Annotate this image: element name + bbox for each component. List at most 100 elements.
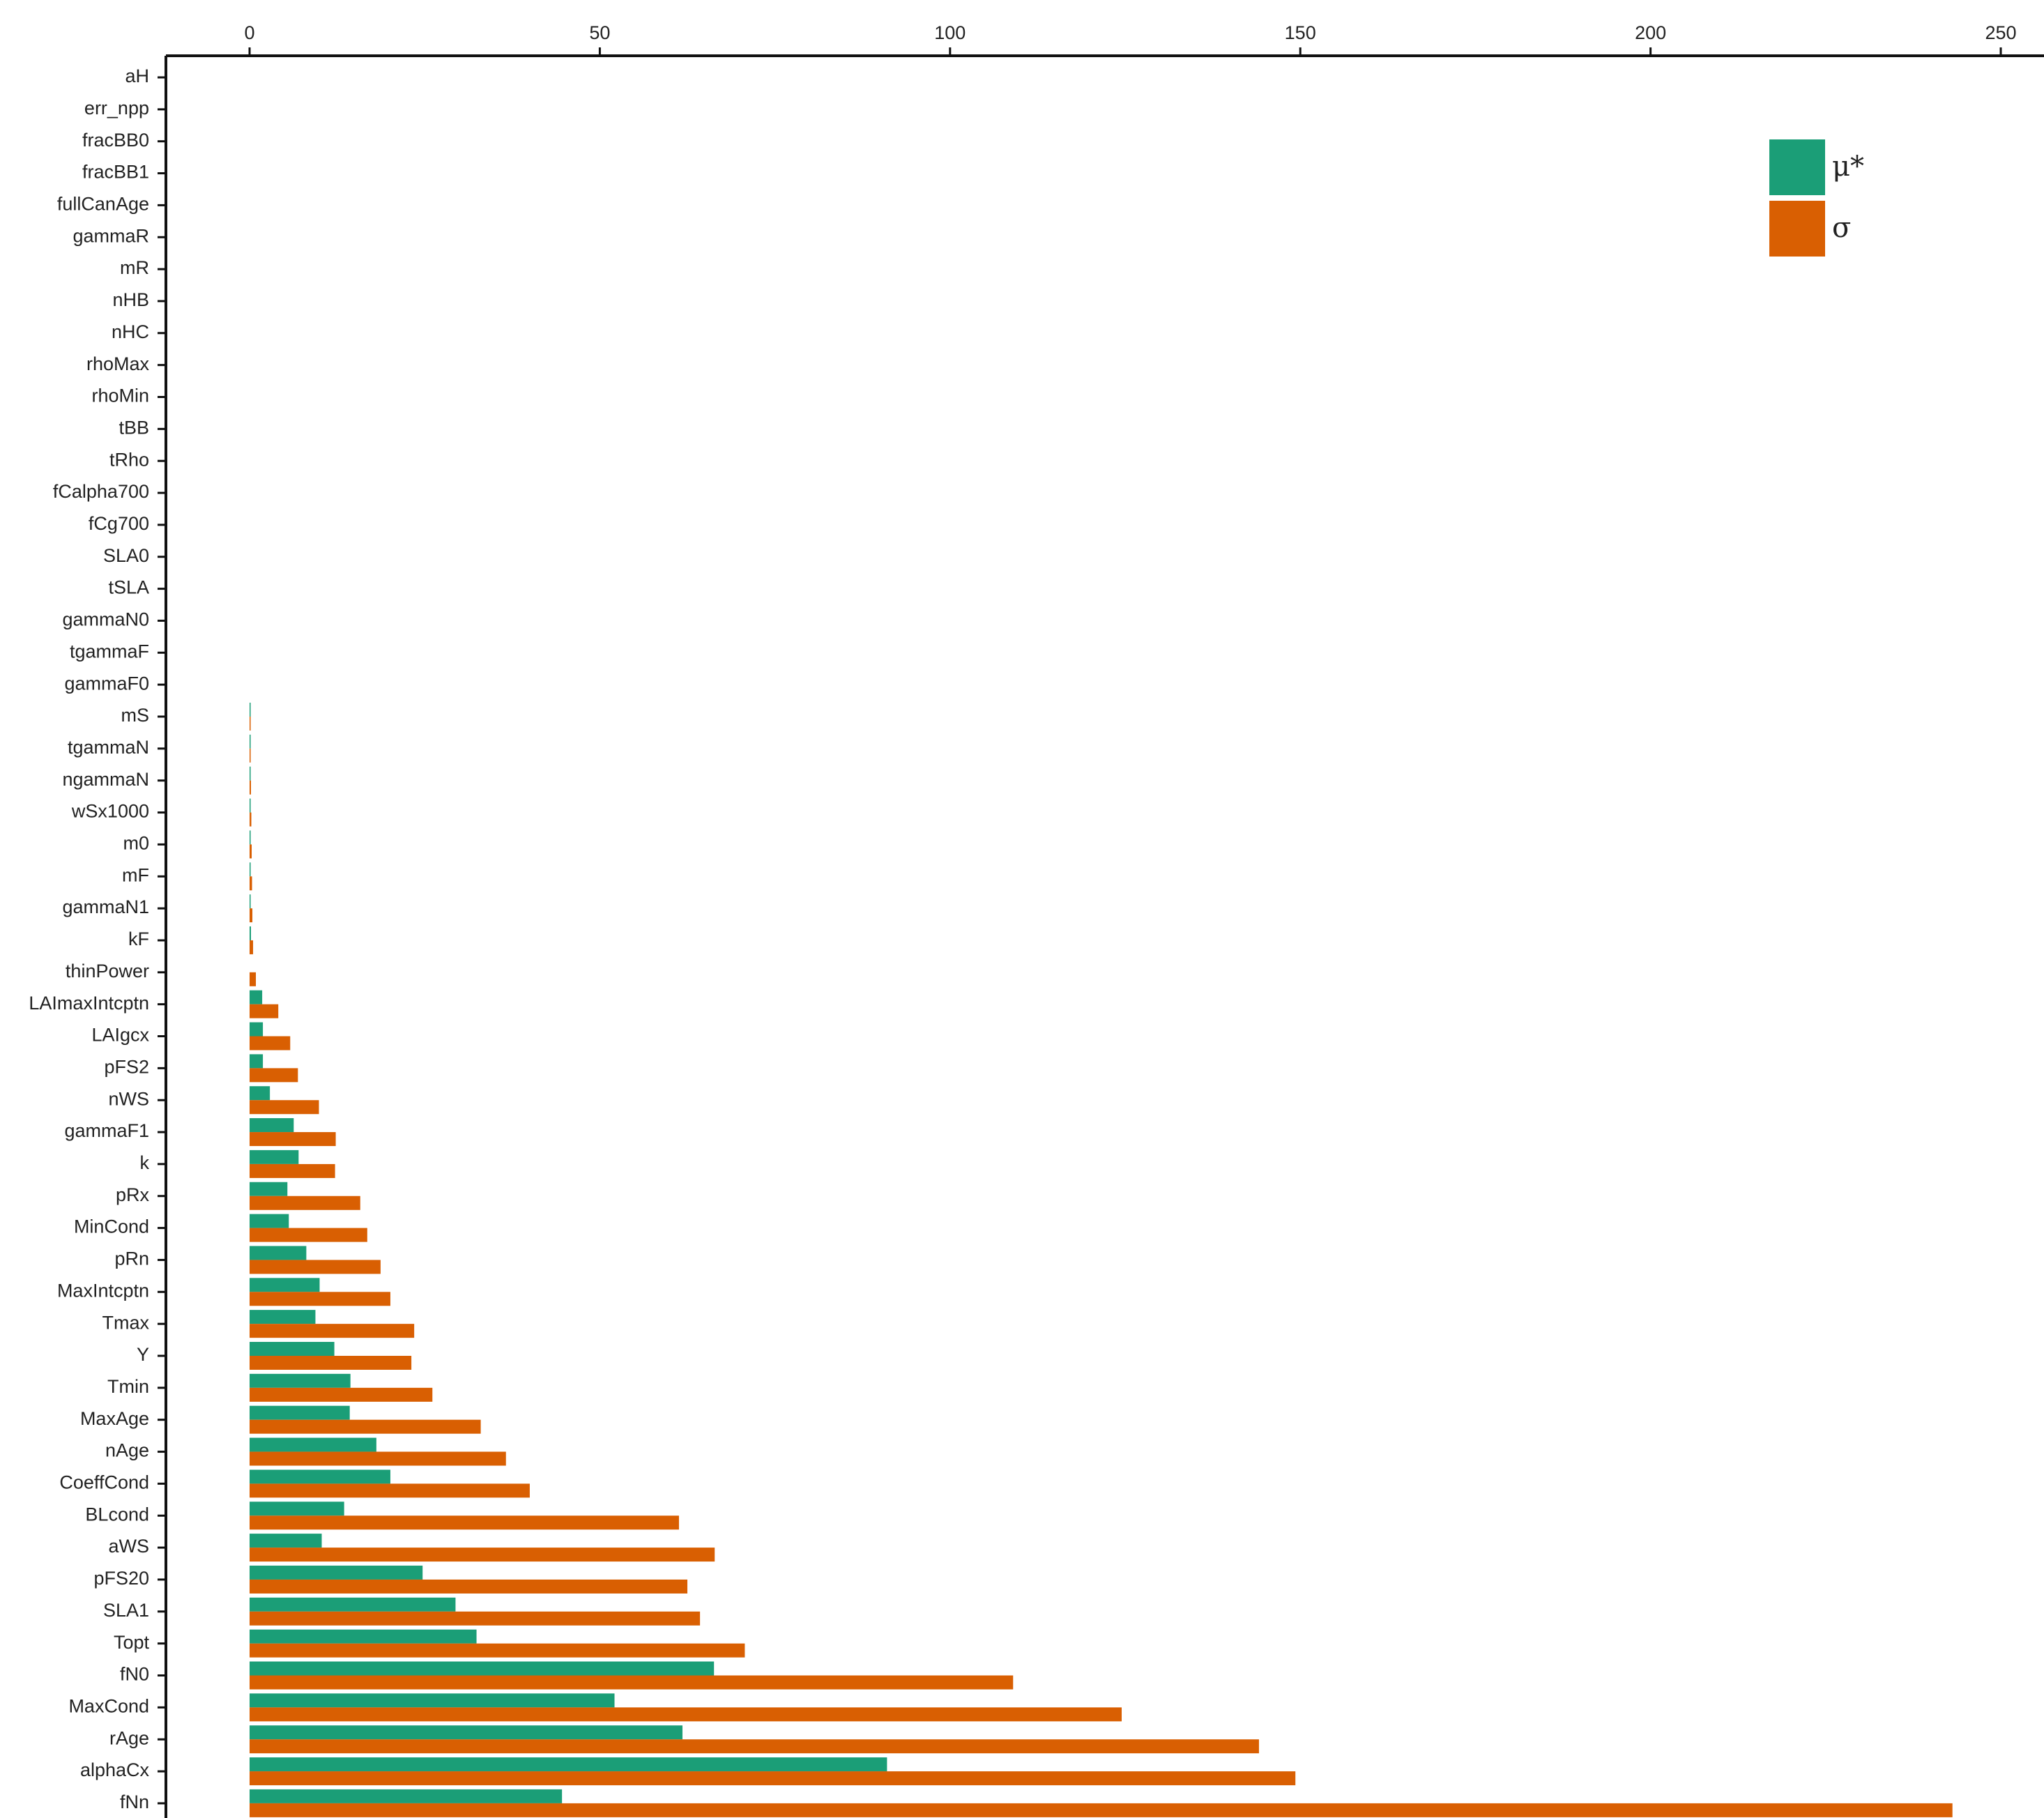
bar-mu-star <box>250 1661 715 1676</box>
bar-sigma <box>250 1451 506 1466</box>
category-label: gammaF0 <box>64 673 149 694</box>
bar-mu-star <box>250 1149 299 1164</box>
bar-sigma <box>250 972 257 986</box>
category-label: rhoMax <box>86 353 150 374</box>
bar-mu-star <box>250 990 263 1005</box>
bar-mu-star <box>250 734 251 749</box>
bar-mu-star <box>250 766 251 781</box>
category-label: ngammaN <box>62 769 149 790</box>
bar-mu-star <box>250 1565 423 1580</box>
bar-sigma <box>250 1356 412 1370</box>
category-label: pFS20 <box>93 1568 149 1589</box>
category-label: fullCanAge <box>57 194 149 215</box>
bar-sigma <box>250 1739 1259 1754</box>
category-label: nHC <box>112 321 149 342</box>
bar-sigma <box>250 1771 1296 1786</box>
legend: μ* σ <box>1769 139 1864 257</box>
bar-mu-star <box>250 1502 344 1516</box>
bar-mu-star <box>250 703 251 717</box>
category-label: fracBB0 <box>82 130 149 151</box>
bar-mu-star <box>250 894 251 909</box>
bar-sigma <box>250 1483 530 1498</box>
x-tick-label: 150 <box>1285 22 1316 43</box>
category-label: nHB <box>112 289 149 310</box>
bar-sigma <box>250 1675 1014 1690</box>
bar-sigma <box>250 908 253 923</box>
category-label: aH <box>125 66 149 86</box>
category-label: gammaN0 <box>62 609 149 630</box>
bar-mu-star <box>250 1405 350 1420</box>
bar-sigma <box>250 1324 415 1338</box>
category-label: SLA0 <box>103 545 149 566</box>
bar-sigma <box>250 1707 1122 1722</box>
bar-mu-star <box>250 1246 307 1260</box>
legend-label: μ* <box>1832 151 1864 183</box>
bar-sigma <box>250 844 252 859</box>
category-label: tgammaN <box>68 737 149 758</box>
category-label: LAImaxIntcptn <box>29 993 149 1014</box>
category-label: tSLA <box>108 577 149 598</box>
bar-sigma <box>250 780 252 795</box>
category-label: tgammaF <box>70 641 149 662</box>
bar-mu-star <box>250 1310 316 1324</box>
bar-mu-star <box>250 1693 615 1708</box>
bar-mu-star <box>250 1342 335 1356</box>
bar-mu-star <box>250 926 252 940</box>
category-label: k <box>140 1152 150 1173</box>
category-label: fN0 <box>120 1664 149 1685</box>
bar-sigma <box>250 1643 745 1658</box>
bar-mu-star <box>250 1182 288 1196</box>
category-label: pRn <box>114 1248 149 1269</box>
category-label: gammaR <box>73 225 149 246</box>
bar-mu-star <box>250 798 251 813</box>
bar-sigma <box>250 1228 367 1242</box>
category-label: fNn <box>120 1792 149 1812</box>
x-axis: 0 50 100 150 200 250 <box>166 22 2044 57</box>
category-label: MaxCond <box>68 1695 149 1716</box>
category-label: MinCond <box>74 1216 149 1237</box>
category-label: alphaCx <box>80 1759 150 1780</box>
bar-sigma <box>250 940 254 954</box>
category-label: pFS2 <box>104 1056 149 1077</box>
bar-sigma <box>250 1004 279 1018</box>
category-label: m0 <box>123 833 149 854</box>
category-label: gammaN1 <box>62 896 149 917</box>
bar-sigma <box>250 748 251 763</box>
category-label: rhoMin <box>91 385 149 406</box>
x-tick-label: 250 <box>1985 22 2016 43</box>
category-label: tBB <box>119 417 149 438</box>
bar-sigma <box>250 1387 433 1402</box>
bar-mu-star <box>250 1086 270 1101</box>
category-label: err_npp <box>84 98 149 119</box>
category-label: fCalpha700 <box>53 481 149 502</box>
bar-sigma <box>250 1611 701 1626</box>
x-tick-label: 200 <box>1635 22 1666 43</box>
bar-mu-star <box>250 1278 320 1292</box>
bar-mu-star <box>250 1725 682 1740</box>
category-label: LAIgcx <box>91 1025 149 1046</box>
bar-mu-star <box>250 1022 264 1037</box>
category-label: wSx1000 <box>71 801 149 822</box>
category-label: nAge <box>105 1440 149 1461</box>
category-label: rAge <box>109 1727 149 1748</box>
bar-sigma <box>250 812 252 827</box>
bar-sigma <box>250 717 251 731</box>
legend-swatch <box>1769 139 1825 195</box>
category-label: tRho <box>109 449 149 470</box>
bar-mu-star <box>250 862 251 877</box>
bar-mu-star <box>250 1373 351 1388</box>
category-label: MaxIntcptn <box>57 1280 149 1301</box>
bar-mu-star <box>250 1534 322 1548</box>
category-label: fCg700 <box>89 513 149 534</box>
bar-mu-star <box>250 1629 477 1644</box>
bar-sigma <box>250 1132 336 1147</box>
bar-sigma <box>250 1068 298 1083</box>
bar-sigma <box>250 876 252 891</box>
x-tick-label: 50 <box>589 22 610 43</box>
bar-mu-star <box>250 1469 390 1484</box>
bar-mu-star <box>250 1214 289 1228</box>
category-label: fracBB1 <box>82 162 149 183</box>
category-label: pRx <box>116 1184 150 1205</box>
bar-mu-star <box>250 1054 264 1069</box>
